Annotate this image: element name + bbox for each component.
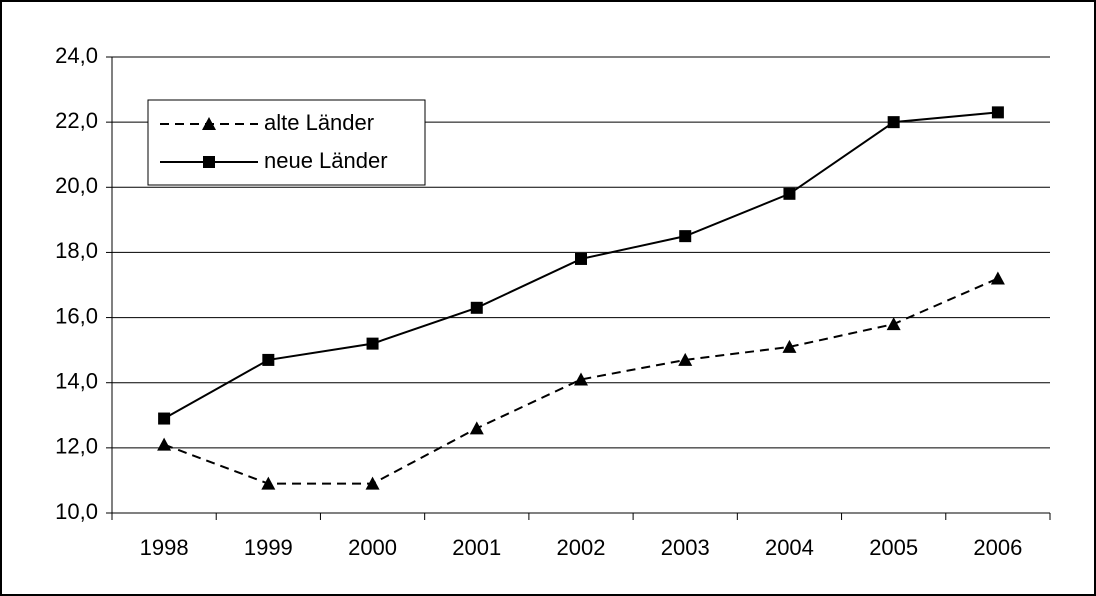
marker	[783, 187, 796, 200]
x-tick-label: 2004	[765, 535, 814, 560]
marker	[157, 437, 172, 451]
x-tick-label: 2001	[452, 535, 501, 560]
x-tick-label: 1999	[244, 535, 293, 560]
y-tick-label: 24,0	[55, 43, 98, 68]
marker	[886, 317, 901, 331]
y-tick-label: 16,0	[55, 303, 98, 328]
x-tick-label: 2002	[557, 535, 606, 560]
legend-box	[147, 99, 426, 186]
legend-marker	[203, 156, 215, 168]
marker	[366, 337, 379, 350]
legend-marker	[202, 117, 216, 130]
marker	[158, 412, 171, 425]
marker	[678, 352, 693, 366]
marker	[990, 271, 1005, 285]
y-tick-label: 12,0	[55, 434, 98, 459]
x-tick-label: 2003	[661, 535, 710, 560]
marker	[365, 476, 380, 490]
marker	[261, 476, 276, 490]
x-tick-label: 2006	[973, 535, 1022, 560]
marker	[262, 353, 275, 366]
y-tick-label: 18,0	[55, 238, 98, 263]
x-tick-label: 2005	[869, 535, 918, 560]
y-tick-label: 22,0	[55, 108, 98, 133]
x-tick-label: 1998	[140, 535, 189, 560]
marker	[575, 252, 587, 265]
y-tick-label: 14,0	[55, 369, 98, 394]
legend-label: alte Länder	[264, 110, 374, 135]
legend-label: neue Länder	[264, 148, 388, 173]
marker	[887, 116, 900, 129]
y-tick-label: 10,0	[55, 499, 98, 524]
y-tick-label: 20,0	[55, 173, 98, 198]
marker	[782, 339, 797, 353]
marker	[470, 301, 483, 314]
marker	[574, 372, 588, 386]
marker	[679, 230, 692, 243]
x-tick-label: 2000	[348, 535, 397, 560]
marker	[469, 421, 484, 435]
marker	[991, 106, 1004, 119]
